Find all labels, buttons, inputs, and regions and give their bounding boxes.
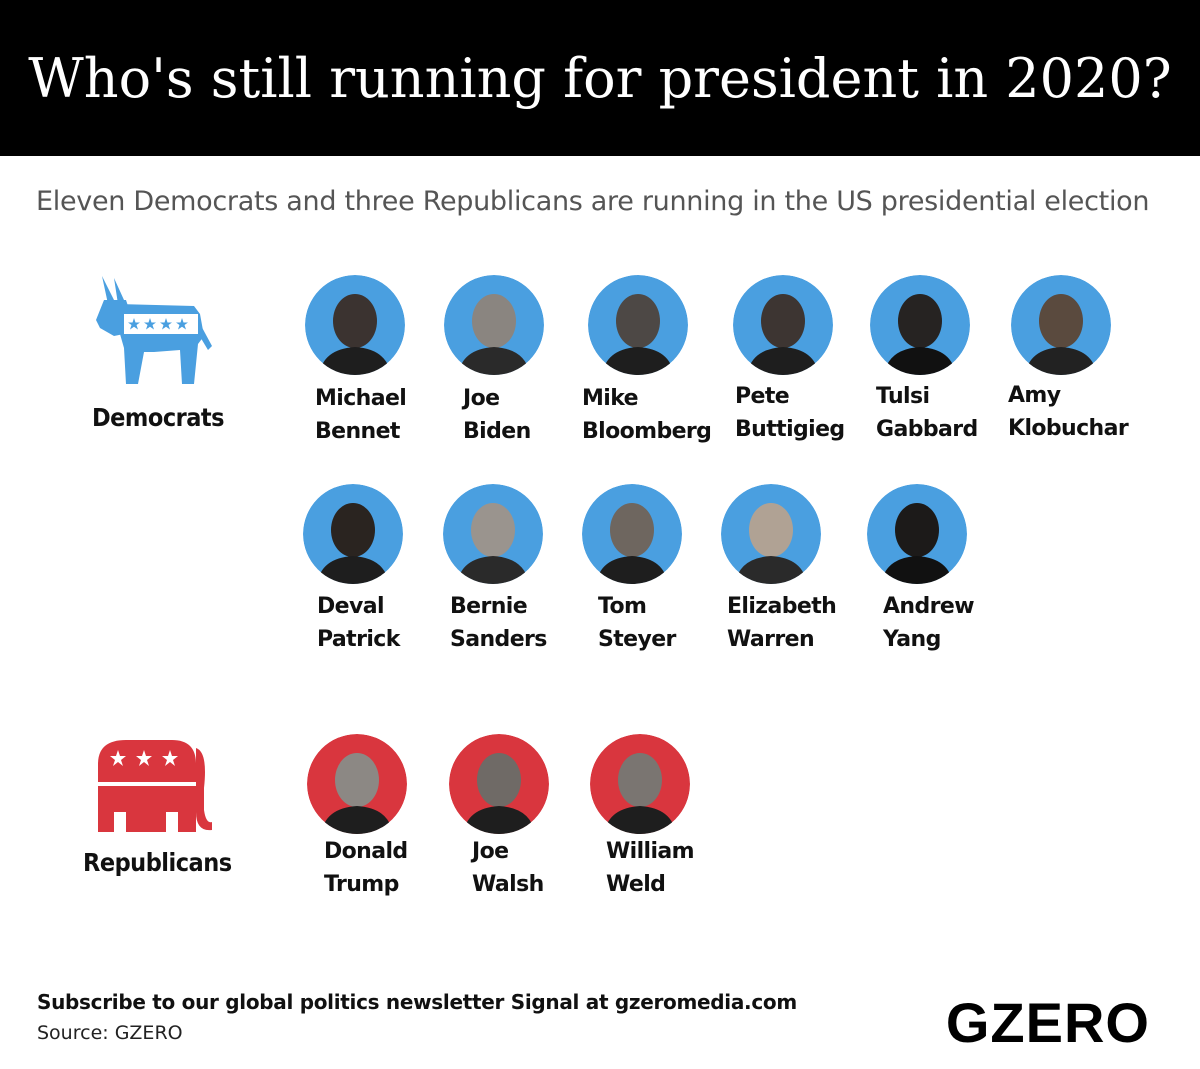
party-label-republicans: Republicans	[83, 848, 232, 877]
subscribe-text: Subscribe to our global politics newslet…	[37, 990, 797, 1014]
candidate-portrait	[733, 275, 833, 375]
candidate-name: Mike Bloomberg	[582, 386, 712, 444]
page-subtitle: Eleven Democrats and three Republicans a…	[36, 186, 1150, 217]
candidate-portrait	[588, 275, 688, 375]
candidate-portrait	[1011, 275, 1111, 375]
donkey-icon	[94, 274, 216, 394]
elephant-icon	[96, 738, 214, 838]
candidate-name: Andrew Yang	[883, 594, 975, 652]
candidate-portrait	[867, 484, 967, 584]
party-label-democrats: Democrats	[92, 403, 225, 432]
candidate-name: William Weld	[606, 839, 695, 897]
candidate-name: Bernie Sanders	[450, 594, 547, 652]
source-text: Source: GZERO	[37, 1022, 183, 1044]
page-title: Who's still running for president in 202…	[28, 46, 1172, 110]
candidate-portrait	[590, 734, 690, 834]
candidate-name: Elizabeth Warren	[727, 594, 837, 652]
candidate-name: Joe Biden	[463, 386, 531, 444]
candidate-portrait	[303, 484, 403, 584]
candidate-portrait	[305, 275, 405, 375]
candidate-name: Amy Klobuchar	[1008, 383, 1129, 441]
candidate-name: Pete Buttigieg	[735, 384, 845, 442]
candidate-portrait	[582, 484, 682, 584]
candidate-portrait	[721, 484, 821, 584]
candidate-portrait	[870, 275, 970, 375]
candidate-portrait	[444, 275, 544, 375]
candidate-name: Donald Trump	[324, 839, 408, 897]
candidate-name: Michael Bennet	[315, 386, 407, 444]
candidate-portrait	[449, 734, 549, 834]
candidate-portrait	[307, 734, 407, 834]
candidate-portrait	[443, 484, 543, 584]
candidate-name: Deval Patrick	[317, 594, 400, 652]
candidate-name: Tom Steyer	[598, 594, 676, 652]
gzero-logo: GZERO	[945, 991, 1150, 1054]
title-banner: Who's still running for president in 202…	[0, 0, 1200, 156]
candidate-name: Joe Walsh	[472, 839, 544, 897]
candidate-name: Tulsi Gabbard	[876, 384, 978, 442]
